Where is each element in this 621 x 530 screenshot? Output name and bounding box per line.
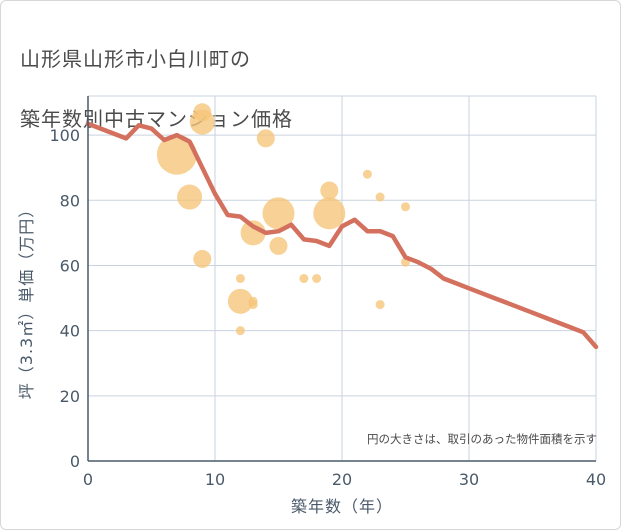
data-point (262, 197, 295, 230)
data-point (248, 300, 258, 310)
data-point (312, 274, 322, 283)
x-tick-label: 20 (332, 470, 352, 489)
bubble-series (156, 103, 410, 336)
x-tick-label: 0 (83, 470, 93, 489)
trend-line (85, 121, 599, 350)
data-point (375, 300, 385, 310)
y-tick-label: 80 (60, 191, 80, 210)
y-tick-label: 20 (60, 387, 80, 406)
x-tick-label: 10 (205, 470, 225, 489)
data-point (375, 192, 385, 202)
y-tick-label: 0 (70, 452, 80, 471)
data-point (156, 134, 197, 175)
trend-line-group (85, 121, 599, 350)
data-point (362, 169, 372, 179)
y-axis-label: 坪（3.3㎡）単価（万円） (17, 201, 36, 399)
data-point (235, 326, 245, 336)
data-point (227, 288, 253, 314)
data-point (269, 236, 288, 255)
chart-title-line-1: 山形県山形市小白川町の (20, 47, 251, 71)
x-axis-label: 築年数（年） (291, 497, 393, 516)
data-point (193, 249, 212, 268)
data-point (256, 129, 275, 148)
x-tick-label: 40 (586, 470, 606, 489)
y-tick-label: 100 (49, 126, 80, 145)
bubble-size-note: 円の大きさは、取引のあった物件面積を示す (367, 432, 597, 446)
chart-title: 山形県山形市小白川町の 築年数別中古マンション価格 (20, 14, 293, 164)
chart-title-line-2: 築年数別中古マンション価格 (20, 107, 293, 131)
axes: 0 20 40 60 80 100 0 10 20 30 40 (49, 96, 606, 489)
data-point (299, 274, 309, 283)
x-tick-label: 30 (459, 470, 479, 489)
data-point (177, 184, 203, 210)
y-tick-label: 60 (60, 256, 80, 275)
data-point (313, 197, 346, 230)
data-point (320, 181, 339, 200)
data-point (240, 220, 266, 246)
y-tick-label: 40 (60, 322, 80, 341)
data-point (401, 202, 410, 212)
data-point (235, 274, 245, 283)
data-point (189, 109, 215, 135)
